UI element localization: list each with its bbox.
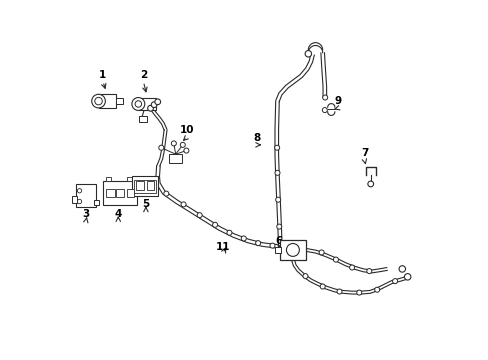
Circle shape xyxy=(155,99,160,105)
Circle shape xyxy=(77,199,81,204)
Text: 1: 1 xyxy=(99,69,106,80)
Bar xyxy=(72,196,77,203)
Text: 5: 5 xyxy=(142,199,149,209)
Circle shape xyxy=(241,236,246,241)
Bar xyxy=(99,94,116,108)
Bar xyxy=(146,181,154,190)
Bar xyxy=(274,247,280,253)
Bar xyxy=(105,177,110,181)
Circle shape xyxy=(197,213,202,218)
Bar xyxy=(127,177,132,181)
Text: 3: 3 xyxy=(82,210,89,220)
Circle shape xyxy=(305,50,311,57)
Circle shape xyxy=(319,250,324,255)
Text: 6: 6 xyxy=(274,237,282,246)
Circle shape xyxy=(366,269,371,274)
Circle shape xyxy=(276,224,281,229)
Circle shape xyxy=(95,97,102,105)
Circle shape xyxy=(356,290,361,295)
Circle shape xyxy=(275,197,280,202)
Circle shape xyxy=(151,102,157,108)
Circle shape xyxy=(135,101,142,107)
Text: 2: 2 xyxy=(140,69,147,80)
Bar xyxy=(116,98,122,104)
Bar xyxy=(127,189,133,197)
Circle shape xyxy=(147,105,153,111)
Circle shape xyxy=(77,189,81,193)
Bar xyxy=(139,116,147,122)
Bar xyxy=(102,181,137,205)
Bar xyxy=(131,176,158,196)
Circle shape xyxy=(212,222,217,227)
Bar xyxy=(94,200,99,205)
Circle shape xyxy=(374,287,379,292)
Circle shape xyxy=(392,279,397,284)
Text: 8: 8 xyxy=(253,133,260,143)
Text: 9: 9 xyxy=(333,96,341,107)
Circle shape xyxy=(336,289,341,294)
Circle shape xyxy=(181,202,185,207)
Circle shape xyxy=(274,145,279,150)
Circle shape xyxy=(404,274,410,280)
Text: 7: 7 xyxy=(360,148,367,158)
Circle shape xyxy=(159,145,163,150)
Circle shape xyxy=(322,95,327,100)
Circle shape xyxy=(274,170,280,175)
Bar xyxy=(134,180,155,193)
Text: 4: 4 xyxy=(114,210,122,220)
Circle shape xyxy=(322,108,326,113)
Circle shape xyxy=(171,141,176,146)
Circle shape xyxy=(303,274,307,279)
Circle shape xyxy=(349,265,354,270)
Bar xyxy=(105,189,115,197)
Circle shape xyxy=(333,257,338,262)
Circle shape xyxy=(132,98,144,111)
Bar xyxy=(136,181,143,190)
Circle shape xyxy=(255,240,260,246)
Circle shape xyxy=(367,181,373,187)
Circle shape xyxy=(163,191,168,196)
Circle shape xyxy=(183,148,188,153)
Text: 11: 11 xyxy=(215,242,230,252)
Circle shape xyxy=(320,284,325,289)
Bar xyxy=(116,189,124,197)
Bar xyxy=(76,184,96,207)
Bar xyxy=(169,154,182,163)
Circle shape xyxy=(398,266,405,272)
Circle shape xyxy=(180,142,185,147)
Bar xyxy=(280,240,305,260)
Bar xyxy=(138,98,155,111)
Circle shape xyxy=(286,243,299,256)
Circle shape xyxy=(226,230,231,235)
Text: 10: 10 xyxy=(180,125,194,135)
Circle shape xyxy=(92,94,105,108)
Circle shape xyxy=(269,243,274,248)
